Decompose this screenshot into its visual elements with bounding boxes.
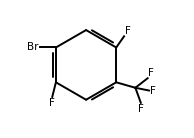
Text: F: F — [138, 104, 144, 114]
Text: Br: Br — [27, 43, 38, 52]
Text: F: F — [125, 26, 131, 36]
Text: F: F — [150, 86, 156, 95]
Text: F: F — [148, 67, 154, 78]
Text: F: F — [49, 98, 55, 108]
